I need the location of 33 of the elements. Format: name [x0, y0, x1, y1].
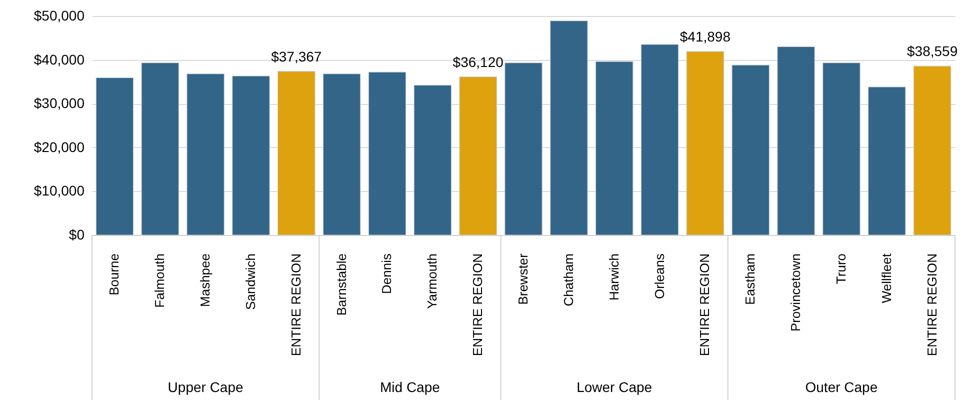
- text: Outer Cape: [805, 379, 878, 395]
- text: Lower Cape: [576, 379, 652, 395]
- x-tick-label: Mashpee: [198, 254, 213, 307]
- x-tick-label: Chatham: [560, 254, 576, 306]
- x-tick-label: ENTIRE REGION: [288, 254, 304, 356]
- x-tick-label: Eastham: [742, 254, 758, 305]
- x-tick-label: ENTIRE REGION: [470, 254, 486, 356]
- y-tick-label: $10,000: [34, 182, 85, 199]
- y-tick-label: $50,000: [34, 8, 85, 24]
- x-tick-label: Sandwich: [242, 254, 258, 310]
- x-tick-label: Barnstable: [334, 254, 349, 316]
- x-tick-label: Yarmouth: [424, 254, 440, 309]
- y-tick-label: $20,000: [34, 138, 85, 155]
- y-tick-label: $40,000: [34, 51, 85, 68]
- data-label: $38,559: [906, 43, 958, 60]
- x-tick-label: Harwich: [606, 254, 622, 300]
- text: Upper Cape: [168, 379, 244, 395]
- data-label: $41,898: [680, 28, 731, 44]
- x-tick-label: Dennis: [379, 253, 394, 294]
- data-label: $36,120: [452, 54, 504, 70]
- x-tick-label: Provincetown: [788, 254, 804, 332]
- x-tick-label: Bourne: [106, 254, 122, 296]
- x-tick-label: Wellfleet: [878, 253, 894, 304]
- text: Mid Cape: [380, 379, 440, 395]
- x-tick-label: Brewster: [516, 252, 530, 305]
- y-tick-label: $30,000: [34, 95, 85, 112]
- x-tick-label: ENTIRE REGION: [697, 254, 712, 356]
- x-tick-label: Truro: [833, 254, 848, 284]
- data-label: $37,367: [271, 48, 322, 64]
- x-tick-label: Falmouth: [152, 254, 168, 308]
- y-tick-label: $0: [68, 226, 85, 242]
- x-tick-label: Orleans: [652, 253, 667, 300]
- x-tick-label: ENTIRE REGION: [924, 254, 940, 356]
